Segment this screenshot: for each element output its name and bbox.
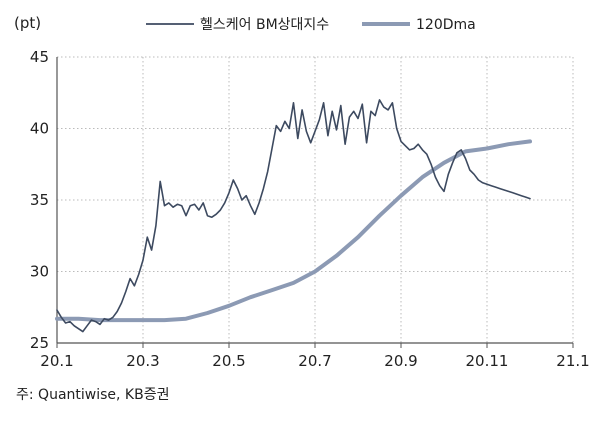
y-tick-label: 30 xyxy=(30,263,49,281)
series-line-120dma xyxy=(55,139,532,323)
x-tick-label: 21.1 xyxy=(556,352,589,370)
y-tick-label: 25 xyxy=(30,334,49,352)
y-tick-label: 40 xyxy=(30,120,49,138)
x-tick-label: 20.1 xyxy=(40,352,73,370)
source-note: 주: Quantiwise, KB증권 xyxy=(16,387,170,403)
series-lines xyxy=(55,99,532,333)
y-tick-label: 45 xyxy=(30,48,49,66)
legend-label-120dma: 120Dma xyxy=(416,17,476,33)
legend: 헬스케어 BM상대지수 120Dma xyxy=(146,17,476,33)
x-tick-label: 20.7 xyxy=(298,352,331,370)
axes xyxy=(56,57,574,348)
x-tick-label: 20.11 xyxy=(466,352,509,370)
y-tick-label: 35 xyxy=(30,191,49,209)
series-line-index xyxy=(56,99,531,333)
x-tick-label: 20.3 xyxy=(126,352,159,370)
x-tick-label: 20.9 xyxy=(384,352,417,370)
x-tick-labels: 20.1 20.3 20.5 20.7 20.9 20.11 21.1 xyxy=(40,352,589,370)
grid-lines xyxy=(57,56,574,343)
legend-label-index: 헬스케어 BM상대지수 xyxy=(200,17,329,33)
y-unit-label: (pt) xyxy=(14,14,41,32)
x-tick-label: 20.5 xyxy=(212,352,245,370)
y-tick-labels: 25 30 35 40 45 xyxy=(30,48,49,352)
